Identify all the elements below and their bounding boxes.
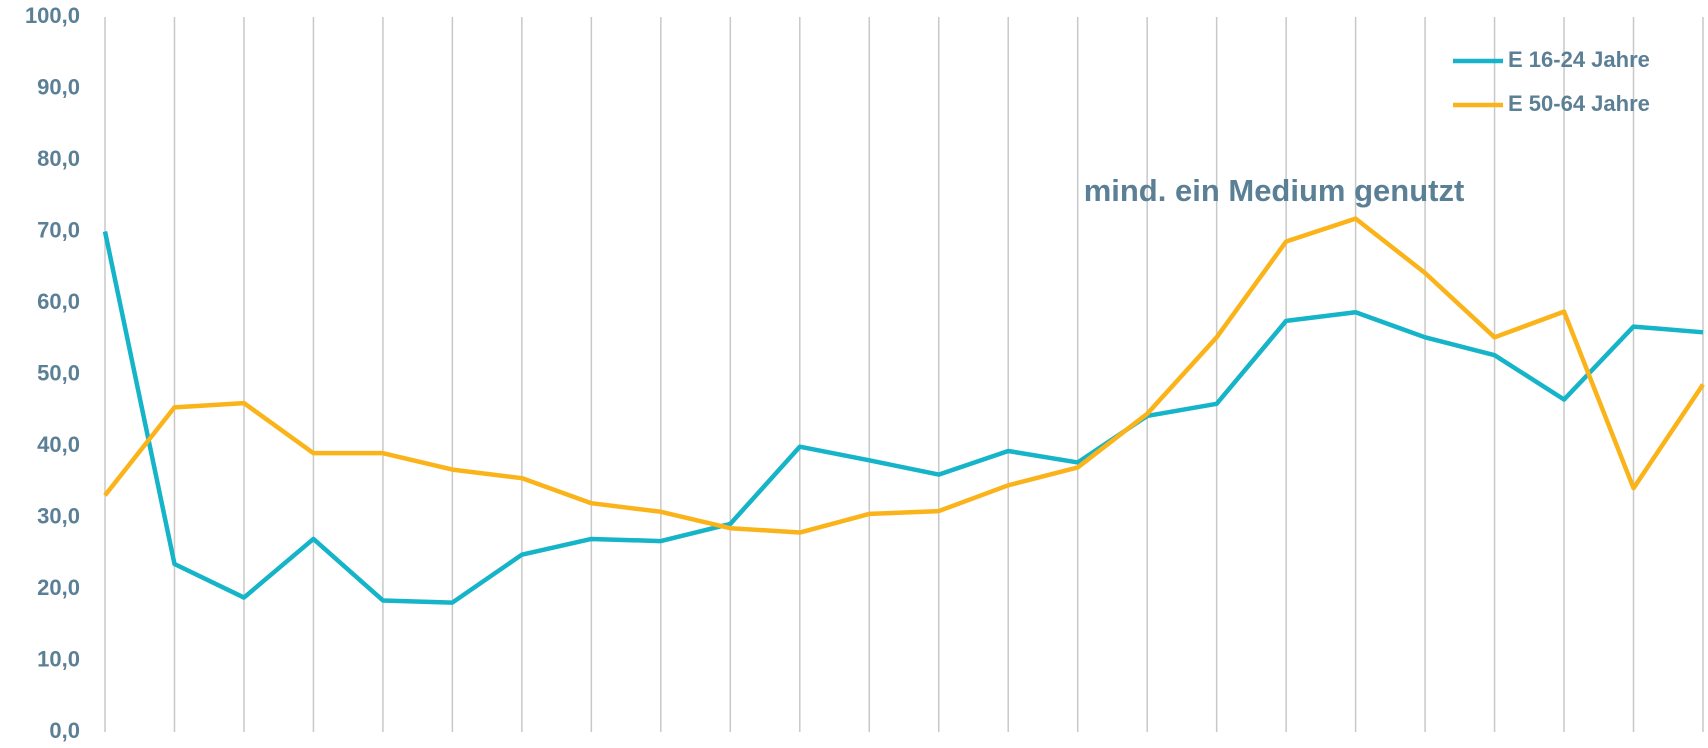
y-tick-label: 90,0	[37, 74, 80, 99]
y-tick-label: 100,0	[25, 3, 80, 28]
y-tick-label: 40,0	[37, 432, 80, 457]
annotation: mind. ein Medium genutzt	[1084, 173, 1465, 208]
y-tick-label: 60,0	[37, 289, 80, 314]
legend-label: E 50-64 Jahre	[1508, 91, 1650, 116]
line-series	[103, 216, 1705, 535]
y-tick-label: 0,0	[49, 718, 80, 743]
y-tick-label: 70,0	[37, 217, 80, 242]
legend-label: E 16-24 Jahre	[1508, 47, 1650, 72]
line-series	[102, 231, 1704, 605]
y-tick-label: 80,0	[37, 146, 80, 171]
plot: 0,0 10,0 20,0 30,0 40,0 50,0 60,0 70,0 80,0 90,0 1…	[25, 3, 1705, 743]
y-tick-label: 50,0	[37, 360, 80, 385]
y-tick-label: 20,0	[37, 575, 80, 600]
y-tick-label: 10,0	[37, 646, 80, 671]
y-tick-label: 30,0	[37, 503, 80, 528]
